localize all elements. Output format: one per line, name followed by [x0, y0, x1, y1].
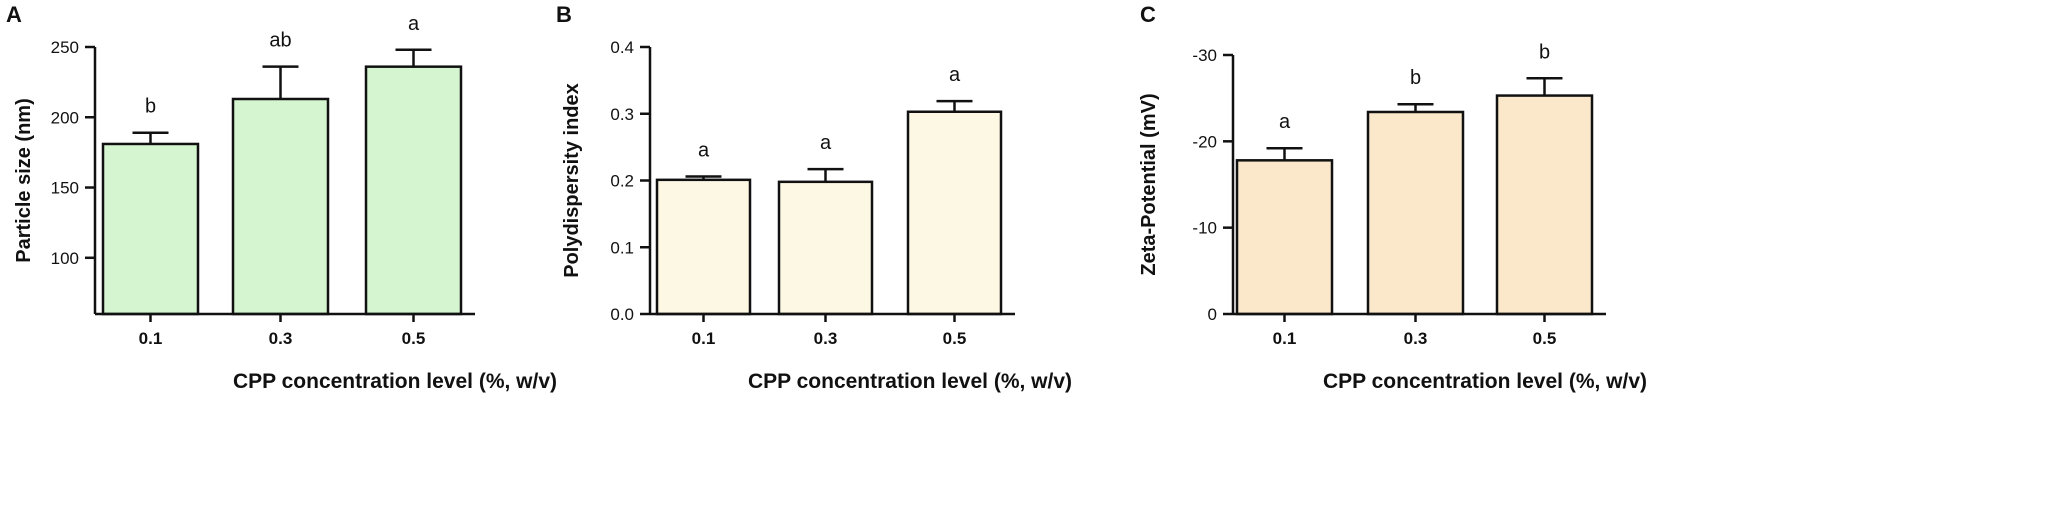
y-axis-label: Zeta-Potential (mV): [1138, 93, 1160, 275]
x-axis-label: CPP concentration level (%, w/v): [1323, 370, 1647, 393]
panel-letter: B: [556, 2, 572, 27]
bar: [777, 180, 874, 316]
significance-letter: b: [1410, 67, 1421, 89]
x-tick-label: 0.3: [269, 329, 293, 348]
y-tick-label: 0.4: [610, 38, 634, 57]
y-tick-label: 250: [51, 38, 79, 57]
significance-letter: a: [949, 64, 961, 86]
y-tick-label: 100: [51, 249, 79, 268]
bar: [1235, 159, 1334, 316]
chart-panel-c: Ca 0.1 b 0.3 b 0.5 0 -10 -20 -30 CPP concentration…: [1138, 2, 1647, 393]
x-tick-label: 0.1: [1273, 329, 1297, 348]
y-tick-label: 0.0: [610, 305, 634, 324]
y-axis-label: Particle size (nm): [13, 98, 35, 263]
significance-letter: a: [408, 13, 420, 35]
y-tick-label: 200: [51, 108, 79, 127]
bar: [1366, 110, 1465, 316]
bar: [231, 97, 330, 316]
chart-panel-a: Ab 0.1 ab 0.3 a 0.5 100 150 200 250 CPP concentrat…: [6, 2, 557, 393]
x-axis-label: CPP concentration level (%, w/v): [233, 370, 557, 393]
y-tick-label: 0.3: [610, 105, 634, 124]
x-tick-label: 0.1: [139, 329, 163, 348]
panel-letter: C: [1140, 2, 1156, 27]
x-tick-label: 0.5: [402, 329, 426, 348]
bar: [906, 110, 1003, 316]
y-tick-label: 0: [1208, 305, 1217, 324]
y-tick-label: -10: [1192, 219, 1217, 238]
y-tick-label: -30: [1192, 46, 1217, 65]
chart-panel-b: Ba 0.1 a 0.3 a 0.5 0.0 0.1 0.2 0.3 0.4 CPP concentr…: [556, 2, 1072, 393]
x-tick-label: 0.1: [692, 329, 716, 348]
y-tick-label: 0.1: [610, 238, 634, 257]
y-axis-label: Polydispersity index: [561, 83, 583, 278]
x-tick-label: 0.5: [943, 329, 967, 348]
significance-letter: b: [145, 96, 156, 118]
bar: [101, 142, 200, 316]
y-tick-label: 150: [51, 179, 79, 198]
significance-letter: b: [1539, 41, 1550, 63]
significance-letter: a: [1279, 111, 1291, 133]
y-tick-label: 0.2: [610, 172, 634, 191]
x-tick-label: 0.3: [1404, 329, 1428, 348]
y-tick-label: -20: [1192, 132, 1217, 151]
x-axis-label: CPP concentration level (%, w/v): [748, 370, 1072, 393]
significance-letter: ab: [269, 30, 291, 52]
bar: [364, 65, 463, 316]
x-tick-label: 0.3: [814, 329, 838, 348]
significance-letter: a: [820, 132, 832, 154]
bar: [655, 178, 752, 316]
x-tick-label: 0.5: [1533, 329, 1557, 348]
bar: [1495, 94, 1594, 316]
panel-letter: A: [6, 2, 22, 27]
significance-letter: a: [698, 139, 710, 161]
